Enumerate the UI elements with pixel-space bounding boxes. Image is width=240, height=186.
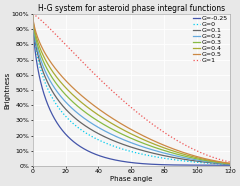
G=1 — [31, 13, 34, 15]
G=0.5 — [181, 151, 184, 153]
G=-0.25 — [31, 13, 34, 15]
G=0.2 — [146, 147, 149, 149]
G=0 — [43, 81, 46, 83]
G=-0.25 — [146, 163, 149, 165]
Line: G=0: G=0 — [33, 14, 230, 165]
G=0.1 — [31, 13, 34, 15]
G=-0.25 — [228, 164, 231, 166]
G=0.2 — [181, 156, 184, 158]
G=0.4 — [228, 162, 231, 165]
G=0.2 — [43, 69, 46, 71]
G=0.5 — [201, 157, 204, 159]
G=0.4 — [146, 140, 149, 142]
X-axis label: Phase angle: Phase angle — [110, 176, 152, 182]
G=0 — [181, 160, 184, 162]
G=-0.25 — [157, 163, 160, 166]
Line: G=-0.25: G=-0.25 — [33, 14, 230, 165]
G=0.2 — [151, 149, 154, 151]
G=1 — [151, 123, 154, 125]
Y-axis label: Brightness: Brightness — [4, 71, 10, 109]
G=0.2 — [201, 160, 204, 162]
G=0 — [201, 162, 204, 164]
G=0.4 — [151, 142, 154, 145]
G=0.5 — [43, 52, 46, 54]
G=0 — [151, 155, 154, 157]
G=0.4 — [31, 13, 34, 15]
G=0.3 — [181, 154, 184, 157]
G=0.3 — [31, 13, 34, 15]
G=0.3 — [43, 63, 46, 65]
G=1 — [228, 161, 231, 163]
G=0.1 — [43, 75, 46, 77]
Line: G=0.1: G=0.1 — [33, 14, 230, 164]
G=1 — [43, 23, 46, 25]
G=0.1 — [228, 163, 231, 166]
Line: G=0.3: G=0.3 — [33, 14, 230, 164]
Legend: G=-0.25, G=0, G=0.1, G=0.2, G=0.3, G=0.4, G=0.5, G=1: G=-0.25, G=0, G=0.1, G=0.2, G=0.3, G=0.4… — [192, 15, 229, 64]
G=1 — [157, 127, 160, 129]
G=0 — [228, 163, 231, 166]
G=0.3 — [157, 147, 160, 150]
G=0.4 — [157, 145, 160, 147]
G=0.5 — [228, 162, 231, 164]
G=0 — [146, 154, 149, 156]
G=0 — [157, 156, 160, 158]
Line: G=0.4: G=0.4 — [33, 14, 230, 163]
G=0.5 — [151, 139, 154, 141]
Line: G=1: G=1 — [33, 14, 230, 162]
G=0.4 — [43, 57, 46, 60]
G=0.1 — [201, 161, 204, 163]
G=0.5 — [31, 13, 34, 15]
G=0.5 — [146, 137, 149, 139]
G=0.2 — [228, 163, 231, 165]
G=0.4 — [201, 158, 204, 160]
G=1 — [181, 142, 184, 145]
G=-0.25 — [151, 163, 154, 165]
G=0 — [31, 13, 34, 15]
G=0.1 — [157, 153, 160, 155]
G=0.3 — [146, 144, 149, 146]
G=0.1 — [151, 152, 154, 154]
G=0.5 — [157, 142, 160, 144]
G=-0.25 — [201, 164, 204, 166]
G=0.1 — [181, 158, 184, 160]
G=0.3 — [151, 145, 154, 148]
G=1 — [201, 152, 204, 155]
Line: G=0.2: G=0.2 — [33, 14, 230, 164]
G=0.1 — [146, 151, 149, 153]
G=0.2 — [157, 150, 160, 153]
Line: G=0.5: G=0.5 — [33, 14, 230, 163]
Title: H-G system for asteroid phase integral functions: H-G system for asteroid phase integral f… — [38, 4, 225, 13]
G=0.3 — [228, 163, 231, 165]
G=0.4 — [181, 153, 184, 155]
G=1 — [146, 119, 149, 121]
G=-0.25 — [181, 164, 184, 166]
G=-0.25 — [43, 95, 46, 97]
G=0.3 — [201, 159, 204, 161]
G=0.2 — [31, 13, 34, 15]
